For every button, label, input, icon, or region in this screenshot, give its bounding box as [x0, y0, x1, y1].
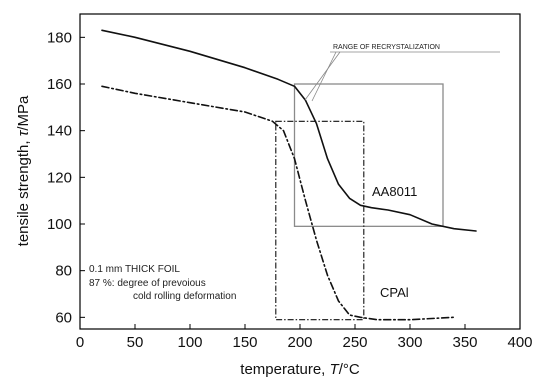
recrystallization-boxes: [275, 83, 444, 321]
note-line-1: 0.1 mm THICK FOIL: [89, 264, 180, 275]
x-tick-label: 50: [127, 334, 144, 351]
x-tick-label: 100: [177, 334, 202, 351]
y-axis-title-text: tensile strength,: [15, 136, 32, 246]
x-axis-title-text: temperature,: [240, 361, 329, 378]
y-axis-title: tensile strength, τ/MPa: [15, 95, 32, 246]
series-lines: [101, 29, 477, 321]
series-line-cpal: [101, 85, 455, 321]
y-tick-label: 120: [47, 169, 72, 186]
range-leader-line-1: [311, 51, 337, 102]
x-axis-title-unit: /°C: [339, 361, 360, 378]
y-axis-title-var: τ: [15, 129, 32, 136]
x-tick-label: 0: [76, 334, 84, 351]
series-label-cpal: CPAl: [380, 285, 409, 300]
recrystallization-box-aa8011: [293, 83, 444, 227]
series-line-aa8011: [101, 29, 477, 232]
x-tick-label: 300: [397, 334, 422, 351]
y-axis-title-unit: /MPa: [15, 95, 32, 131]
recrystallization-box-cpal: [275, 120, 365, 321]
axis-ticks: 0 50 100 150 200 250 300 350 400 60 80 100 120 140 160…: [47, 29, 533, 351]
y-tick-label: 80: [55, 263, 72, 280]
y-tick-label: 180: [47, 29, 72, 46]
x-axis-title-var: T: [330, 361, 341, 378]
x-tick-label: 350: [452, 334, 477, 351]
y-tick-label: 160: [47, 76, 72, 93]
x-axis-title: temperature, T/°C: [240, 361, 360, 378]
note-line-2: 87 %: degree of prevoious: [89, 278, 206, 289]
range-label: RANGE OF RECRYSTALIZATION: [333, 44, 440, 51]
y-tick-label: 140: [47, 123, 72, 140]
y-tick-label: 100: [47, 216, 72, 233]
range-leader-line-2: [304, 51, 341, 101]
x-tick-label: 150: [232, 334, 257, 351]
x-tick-label: 250: [342, 334, 367, 351]
y-tick-label: 60: [55, 309, 72, 326]
note-line-3: cold rolling deformation: [133, 291, 236, 302]
series-label-aa8011: AA8011: [372, 184, 417, 199]
x-tick-label: 400: [507, 334, 532, 351]
x-tick-label: 200: [287, 334, 312, 351]
